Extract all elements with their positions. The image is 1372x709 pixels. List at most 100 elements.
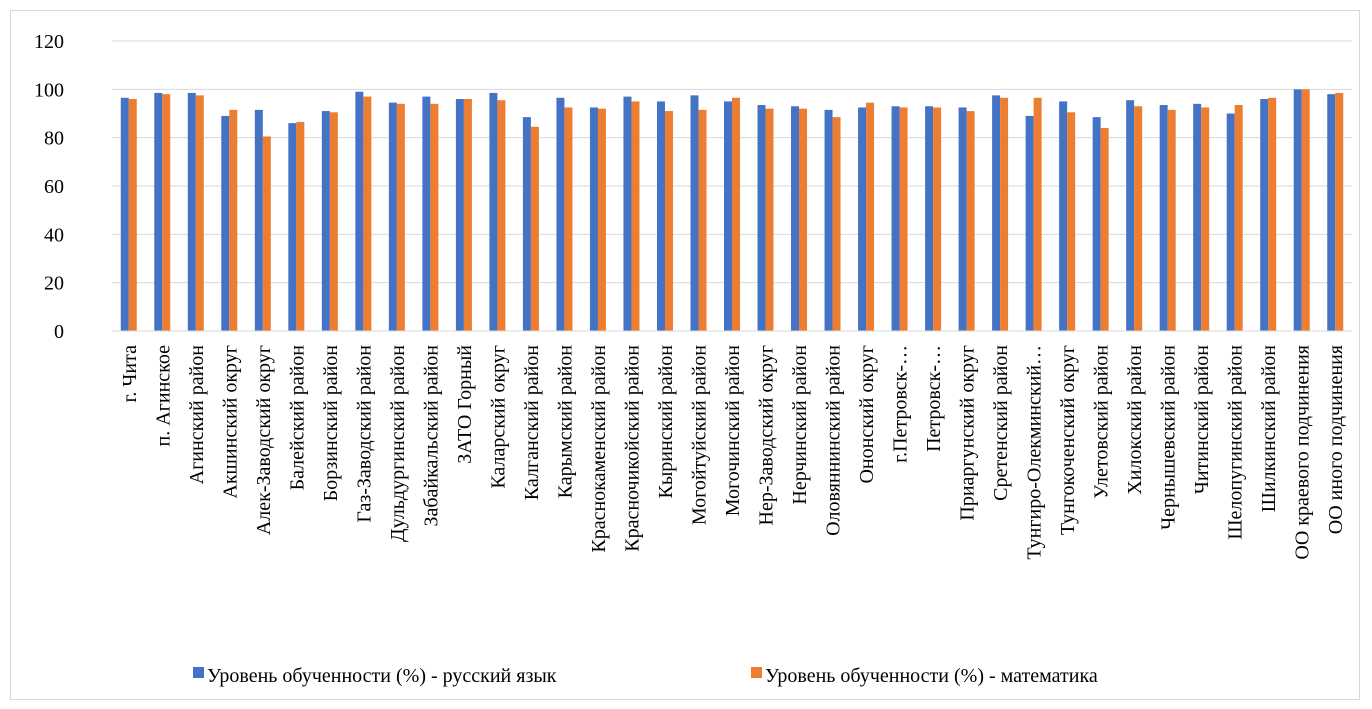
x-category-label: Приаргунский округ (957, 345, 979, 521)
bar-russian-32 (1193, 103, 1202, 331)
bars (120, 89, 1344, 332)
x-category-label: ЗАТО Горный (454, 345, 476, 464)
y-tick-label: 120 (34, 31, 64, 53)
x-category-label: Тунгиро-Олекминский… (1024, 345, 1046, 560)
bar-math-7 (363, 96, 372, 331)
bar-math-18 (732, 97, 740, 332)
bar-math-5 (296, 121, 305, 331)
bar-math-11 (497, 100, 506, 331)
bar-russian-21 (824, 109, 833, 331)
x-category-label: г.Петровск-… (890, 345, 912, 463)
bar-math-35 (1301, 89, 1310, 331)
bar-russian-7 (355, 91, 364, 331)
x-category-label: Хилокский район (1124, 345, 1146, 495)
x-category-label: Нер-Заводский округ (756, 345, 778, 525)
bar-russian-33 (1226, 113, 1235, 331)
x-category-label: Алек-Заводский округ (253, 345, 275, 535)
y-tick-label: 100 (34, 79, 64, 101)
bar-math-3 (229, 109, 238, 331)
bar-math-20 (799, 108, 808, 332)
bar-math-19 (765, 108, 774, 332)
bar-math-13 (564, 107, 573, 331)
bar-russian-15 (623, 96, 632, 331)
bar-math-36 (1335, 92, 1344, 331)
bar-russian-18 (724, 101, 732, 332)
x-category-label: ОО иного подчинения (1325, 345, 1347, 534)
bar-math-22 (866, 102, 875, 331)
bar-math-1 (162, 94, 171, 332)
bar-math-32 (1201, 107, 1210, 331)
x-category-label: Нерчинский район (789, 345, 811, 505)
bar-math-10 (463, 99, 472, 331)
bar-russian-2 (187, 92, 196, 331)
x-category-label: г. Чита (119, 345, 141, 403)
bar-math-4 (262, 136, 271, 331)
x-category-label: Могочинский район (722, 345, 744, 517)
bar-russian-35 (1293, 89, 1302, 331)
bar-russian-36 (1327, 94, 1336, 332)
y-tick-label: 0 (54, 321, 64, 343)
bar-math-6 (329, 112, 338, 332)
x-category-label: Оловяннинский район (823, 345, 845, 536)
gridlines (112, 40, 1352, 284)
bar-math-15 (631, 101, 640, 332)
bar-math-2 (195, 95, 204, 331)
x-category-label: Улетовский район (1091, 345, 1113, 499)
legend: Уровень обученности (%) - русский язык У… (193, 665, 1098, 687)
legend-swatch-russian (193, 667, 204, 678)
bar-russian-13 (556, 97, 565, 332)
bar-russian-23 (891, 106, 900, 331)
bar-math-34 (1268, 97, 1277, 332)
bar-russian-6 (321, 111, 330, 331)
bar-russian-28 (1059, 101, 1068, 332)
legend-label-math: Уровень обученности (%) - математика (765, 665, 1098, 687)
bar-math-28 (1067, 112, 1076, 332)
bar-math-27 (1033, 97, 1042, 332)
bar-russian-9 (422, 96, 431, 331)
x-category-label: Ононский округ (856, 345, 878, 484)
y-axis-tick-labels: 0 20 40 60 80 100 120 (34, 31, 64, 343)
x-category-label: Газ-Заводский район (353, 345, 375, 523)
bar-russian-31 (1159, 105, 1168, 332)
bar-russian-19 (757, 105, 766, 332)
bar-math-25 (966, 111, 975, 331)
bar-russian-3 (221, 115, 230, 332)
bar-math-8 (396, 103, 405, 331)
x-category-label: Могойтуйский район (688, 345, 710, 525)
x-category-label: Дульдургинский район (387, 345, 409, 542)
bar-russian-14 (589, 107, 598, 331)
bar-russian-12 (522, 117, 531, 331)
x-category-label: Краснокаменский район (588, 345, 610, 553)
bar-math-16 (664, 111, 673, 331)
x-category-label: Забайкальский район (420, 345, 442, 527)
x-category-label: Шелопугинский район (1225, 345, 1247, 540)
bar-math-23 (899, 107, 908, 331)
x-category-label: Петровск-… (923, 345, 945, 452)
bar-russian-34 (1260, 99, 1269, 331)
bar-russian-29 (1092, 117, 1101, 331)
x-category-label: Каларский округ (487, 345, 509, 489)
bar-math-17 (698, 109, 707, 331)
bar-russian-16 (656, 101, 665, 332)
bar-russian-22 (858, 107, 867, 331)
bar-russian-8 (388, 102, 397, 331)
bar-math-9 (430, 103, 439, 331)
bar-russian-30 (1126, 100, 1135, 331)
x-category-label: Чернышевский район (1158, 345, 1180, 530)
bar-russian-20 (791, 106, 800, 331)
x-category-label: ОО краевого подчинения (1292, 345, 1314, 560)
y-tick-label: 40 (44, 224, 64, 246)
x-category-label: Акшинский округ (219, 345, 241, 499)
y-tick-label: 60 (44, 176, 64, 198)
x-category-label: п. Агинское (152, 345, 174, 447)
bar-russian-17 (690, 95, 699, 331)
bar-russian-11 (489, 92, 498, 331)
x-category-label: Калганский район (521, 345, 543, 500)
bar-russian-5 (288, 123, 297, 332)
bar-russian-10 (455, 99, 464, 331)
x-category-label: Красночикойский район (621, 345, 643, 552)
bar-math-14 (597, 108, 606, 332)
x-category-label: Шилкинский район (1258, 345, 1280, 513)
x-category-label: Балейский район (286, 345, 308, 491)
